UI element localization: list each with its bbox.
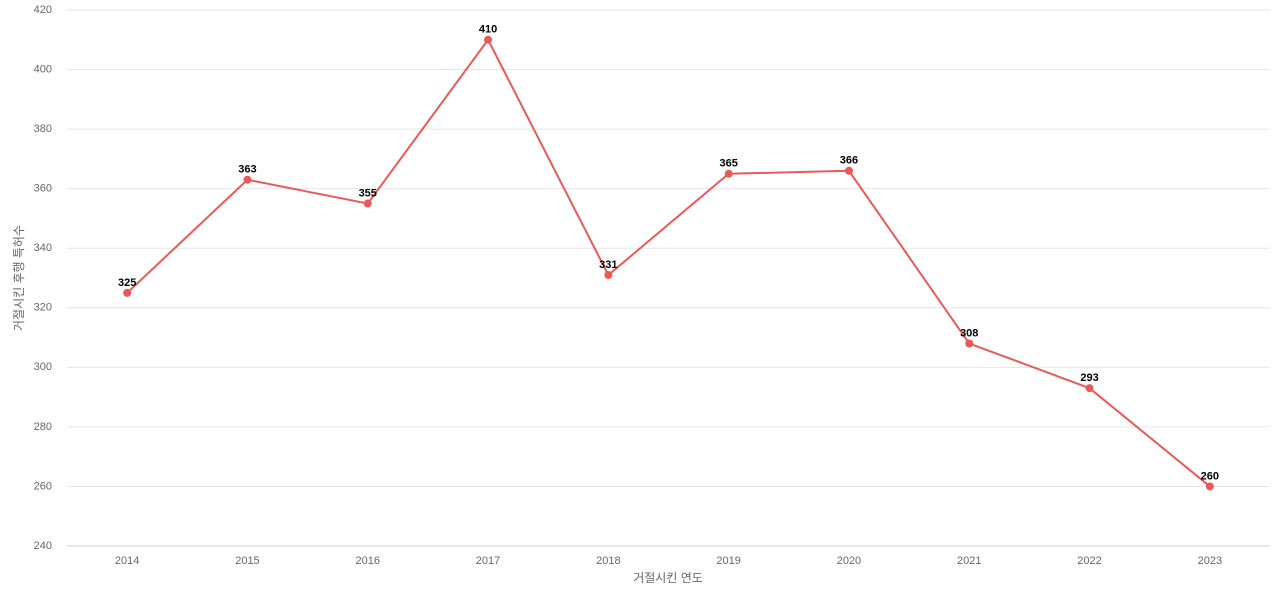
y-tick-label: 380 (34, 123, 52, 135)
point (724, 169, 733, 178)
x-tick-label: 2015 (235, 555, 259, 567)
data-label: 410 (479, 24, 497, 36)
data-label: 363 (238, 164, 256, 176)
y-tick-label: 240 (34, 540, 52, 552)
x-tick-label: 2017 (476, 555, 500, 567)
y-tick-label: 360 (34, 183, 52, 195)
line (126, 37, 1211, 488)
x-tick-label: 2020 (837, 555, 861, 567)
data-label: 260 (1201, 470, 1219, 482)
data-label: 331 (599, 259, 617, 271)
data-label: 366 (840, 155, 858, 167)
y-tick-label: 260 (34, 480, 52, 492)
x-tick-label: 2014 (115, 555, 139, 567)
point (1205, 482, 1214, 491)
data-label: 365 (719, 158, 737, 170)
y-axis-title: 거절시킨 후행 특허수 (11, 225, 26, 331)
x-tick-label: 2018 (596, 555, 620, 567)
data-label: 355 (359, 187, 377, 199)
point (363, 199, 372, 208)
y-tick-label: 400 (34, 63, 52, 75)
point (965, 339, 974, 348)
point (604, 271, 613, 280)
x-tick-label: 2023 (1198, 555, 1222, 567)
y-tick-label: 320 (34, 302, 52, 314)
y-tick-label: 420 (34, 4, 52, 16)
point (243, 175, 252, 184)
point (123, 288, 132, 297)
point (844, 166, 853, 175)
point (1085, 384, 1094, 393)
data-label: 293 (1080, 372, 1098, 384)
x-tick-label: 2022 (1077, 555, 1101, 567)
data-label: 325 (118, 277, 136, 289)
data-label: 308 (960, 327, 978, 339)
y-tick-label: 280 (34, 421, 52, 433)
x-tick-label: 2016 (356, 555, 380, 567)
point (484, 35, 493, 44)
y-tick-label: 340 (34, 242, 52, 254)
x-tick-label: 2019 (716, 555, 740, 567)
x-axis-title: 거절시킨 연도 (633, 571, 703, 585)
y-tick-label: 300 (34, 361, 52, 373)
x-tick-label: 2021 (957, 555, 981, 567)
